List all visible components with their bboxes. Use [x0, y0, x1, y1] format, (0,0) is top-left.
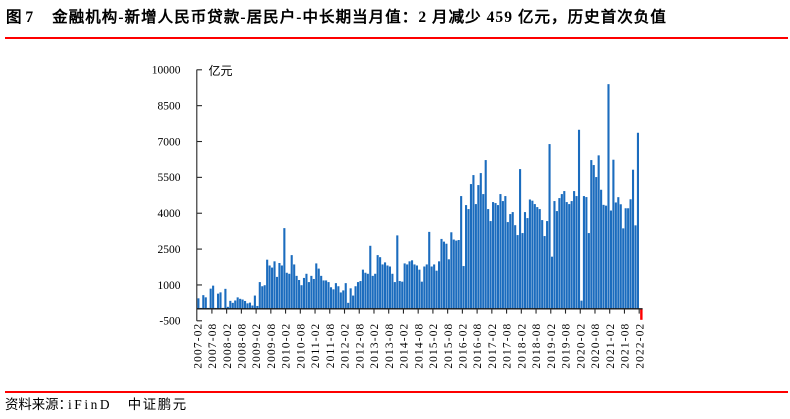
svg-text:2009-02: 2009-02	[251, 323, 263, 369]
svg-text:2022-02: 2022-02	[634, 323, 646, 369]
svg-text:2018-08: 2018-08	[531, 323, 543, 369]
svg-text:2021-08: 2021-08	[620, 323, 632, 369]
svg-text:2010-08: 2010-08	[295, 323, 307, 369]
svg-text:2020-02: 2020-02	[575, 323, 587, 369]
svg-text:2011-02: 2011-02	[310, 323, 322, 369]
svg-text:7000: 7000	[158, 136, 181, 148]
svg-text:2009-08: 2009-08	[266, 323, 278, 369]
svg-text:4000: 4000	[158, 208, 181, 220]
svg-text:亿元: 亿元	[209, 63, 233, 78]
svg-text:2015-08: 2015-08	[443, 323, 455, 369]
svg-text:2017-02: 2017-02	[487, 323, 499, 369]
svg-text:2500: 2500	[158, 244, 181, 256]
svg-text:2016-08: 2016-08	[472, 323, 484, 369]
svg-text:2016-02: 2016-02	[458, 323, 470, 369]
svg-text:2012-08: 2012-08	[354, 323, 366, 369]
svg-text:2012-02: 2012-02	[340, 323, 352, 369]
svg-text:2019-02: 2019-02	[546, 323, 558, 369]
svg-text:2020-08: 2020-08	[590, 323, 602, 369]
svg-text:2007-08: 2007-08	[207, 323, 219, 369]
svg-text:2014-08: 2014-08	[413, 323, 425, 369]
svg-text:2010-02: 2010-02	[281, 323, 293, 369]
svg-text:-500: -500	[159, 316, 180, 328]
svg-text:2008-08: 2008-08	[237, 323, 249, 369]
svg-text:2015-02: 2015-02	[428, 323, 440, 369]
svg-text:2007-02: 2007-02	[192, 323, 204, 369]
svg-text:2011-08: 2011-08	[325, 323, 337, 369]
svg-text:2018-02: 2018-02	[516, 323, 528, 369]
svg-text:2013-02: 2013-02	[369, 323, 381, 369]
svg-text:2021-02: 2021-02	[605, 323, 617, 369]
svg-text:2008-02: 2008-02	[222, 323, 234, 369]
svg-text:2019-08: 2019-08	[561, 323, 573, 369]
svg-text:8500: 8500	[158, 100, 181, 112]
svg-text:2017-08: 2017-08	[502, 323, 514, 369]
svg-text:5500: 5500	[158, 172, 181, 184]
svg-text:2014-02: 2014-02	[399, 323, 411, 369]
svg-text:10000: 10000	[152, 65, 181, 77]
svg-text:1000: 1000	[158, 280, 181, 292]
svg-text:2013-08: 2013-08	[384, 323, 396, 369]
